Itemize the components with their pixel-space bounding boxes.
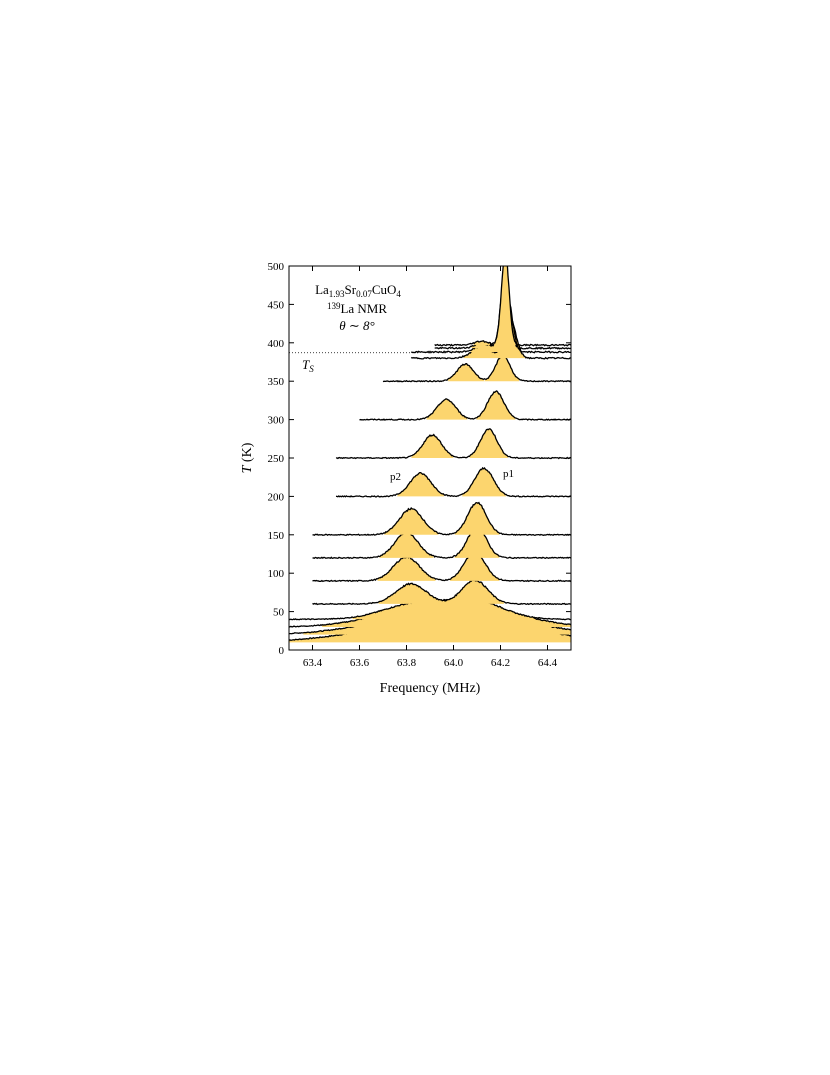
y-tick-label: 250 (268, 453, 285, 465)
spectrum-fill-397K (434, 266, 571, 346)
spectrum-trace-90K (312, 550, 571, 583)
spectrum-trace-350K (382, 354, 571, 383)
x-tick-label: 63.4 (303, 657, 323, 669)
y-tick-label: 500 (268, 261, 285, 273)
peak-label-p1: p1 (503, 468, 514, 480)
x-axis: 63.4 63.6 63.8 64.0 64.2 64.4 (303, 266, 558, 669)
spectrum-fill-120K (312, 526, 571, 558)
x-tick-label: 63.6 (350, 657, 370, 669)
x-tick-label: 64.0 (444, 657, 464, 669)
spectrum-fill-250K (336, 428, 571, 458)
y-tick-label: 100 (268, 568, 285, 580)
y-axis-title: T (K) (240, 442, 255, 473)
spectrum-fill-90K (312, 551, 571, 581)
spectrum-trace-120K (312, 525, 571, 560)
spectrum-fill-150K (312, 502, 571, 535)
y-axis: 0 50 100 150 200 250 300 350 400 450 500 (268, 261, 571, 657)
y-tick-label: 300 (268, 415, 285, 427)
y-tick-label: 50 (273, 607, 285, 619)
spectrum-fill-350K (383, 355, 571, 382)
spectrum-trace-60K (312, 578, 571, 606)
y-tick-label: 400 (268, 338, 285, 350)
spectrum-fill-200K (336, 467, 571, 497)
y-tick-label: 150 (268, 530, 285, 542)
x-tick-label: 63.8 (397, 657, 417, 669)
chart-title-angle: θ ∼ 8° (339, 318, 374, 333)
spectrum-trace-200K (335, 466, 571, 498)
peak-label-p2: p2 (390, 471, 401, 483)
ts-label: TS (302, 357, 314, 374)
x-tick-label: 64.2 (491, 657, 510, 669)
x-tick-label: 64.4 (538, 657, 558, 669)
spectrum-fill-40K (289, 598, 571, 620)
spectrum-trace-150K (312, 501, 571, 537)
spectrum-trace-250K (335, 428, 571, 460)
spectrum-trace-300K (359, 390, 571, 421)
x-axis-title: Frequency (MHz) (380, 681, 481, 696)
y-tick-label: 0 (279, 645, 285, 657)
y-tick-label: 200 (268, 491, 285, 503)
spectra-group (289, 266, 571, 643)
spectrum-trace-397K (434, 266, 571, 347)
y-tick-label: 450 (268, 299, 285, 311)
y-tick-label: 350 (268, 376, 285, 388)
chart-title-nucleus: 139La NMR (327, 301, 387, 316)
spectrum-fill-300K (359, 390, 571, 420)
chart-title-compound: La1.93Sr0.07CuO4 (315, 282, 401, 299)
